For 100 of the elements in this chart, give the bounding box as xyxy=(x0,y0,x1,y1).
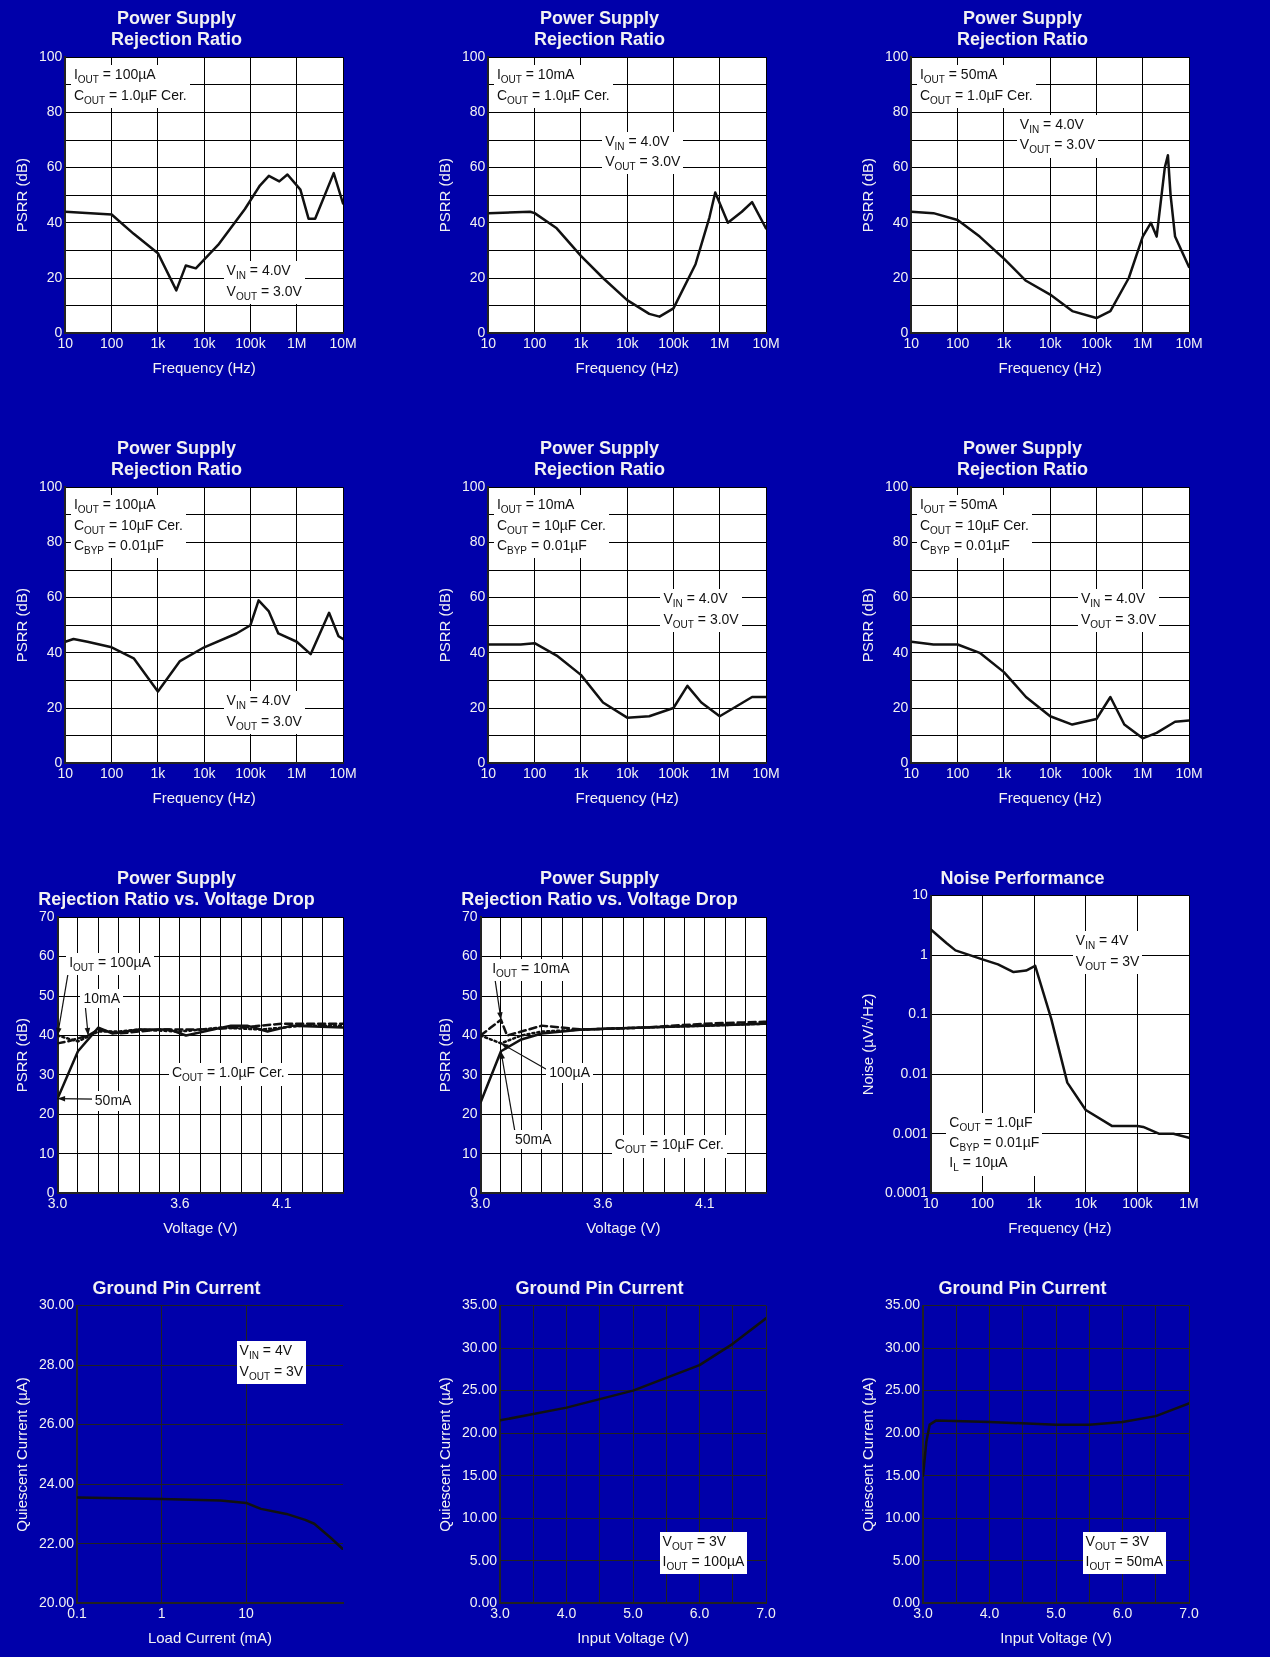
x-tick-label: 4.1 xyxy=(272,1195,292,1212)
x-tick-label: 3.6 xyxy=(170,1195,190,1212)
x-tick-label: 4.0 xyxy=(979,1605,1000,1622)
y-tick-label: 40 xyxy=(469,213,486,230)
y-tick-label: 15.00 xyxy=(461,1466,498,1483)
y-tick-label: 25.00 xyxy=(884,1381,921,1398)
y-axis-title: Noise (µV/√Hz) xyxy=(859,993,877,1096)
y-tick-label: 10.00 xyxy=(461,1509,498,1526)
y-tick-label: 100 xyxy=(462,478,486,495)
x-tick-label: 10k xyxy=(1038,335,1063,352)
x-axis-title: Frequency (Hz) xyxy=(575,789,679,807)
chart-title: Noise Performance xyxy=(940,867,1105,888)
y-axis-title: Quiescent Current (µA) xyxy=(436,1377,454,1532)
chart-title: Power Supply Rejection Ratio xyxy=(956,7,1089,50)
text: I$_{OUT}$ = 100µA xyxy=(66,953,154,976)
y-axis-title: PSRR (dB) xyxy=(859,588,877,663)
x-tick-label: 100k xyxy=(235,765,267,782)
text: I$_{OUT}$ = 100µA C$_{OUT}$ = 1.0µF Cer. xyxy=(73,66,187,106)
x-tick-label: 7.0 xyxy=(1179,1605,1199,1622)
x-tick-label: 4.1 xyxy=(695,1195,715,1212)
y-tick-label: 60 xyxy=(46,588,63,605)
annotation: V$_{IN}$ = 4.0V V$_{OUT}$ = 3.0V xyxy=(1016,115,1099,158)
y-tick-label: 25.00 xyxy=(461,1381,498,1398)
x-tick-label: 7.0 xyxy=(756,1605,776,1622)
y-axis-title: Quiescent Current (µA) xyxy=(13,1377,31,1532)
y-tick-label: 60 xyxy=(892,158,909,175)
x-tick-label: 10M xyxy=(1175,765,1203,782)
x-tick-label: 1M xyxy=(1133,765,1153,782)
y-tick-label: 40 xyxy=(38,1026,55,1043)
x-tick-label: 1k xyxy=(150,335,167,352)
x-tick-label: 1M xyxy=(710,765,730,782)
x-axis-title: Load Current (mA) xyxy=(147,1629,273,1647)
y-tick-label: 20.00 xyxy=(461,1424,498,1440)
x-tick-label: 100 xyxy=(945,335,970,352)
y-tick-label: 5.00 xyxy=(892,1551,921,1568)
x-tick-label: 10k xyxy=(192,765,217,782)
x-tick-label: 10M xyxy=(752,765,780,782)
x-tick-label: 1M xyxy=(287,765,307,782)
x-tick-label: 10M xyxy=(329,335,357,352)
y-tick-label: 80 xyxy=(46,103,63,120)
x-tick-label: 6.0 xyxy=(1112,1605,1133,1622)
x-tick-label: 100k xyxy=(658,335,690,352)
text: I$_{OUT}$ = 10mA C$_{OUT}$ = 10µF Cer. C$_{BYP}$ = 0.01µF xyxy=(496,496,606,556)
y-tick-label: 60 xyxy=(46,158,63,175)
y-axis-title: PSRR (dB) xyxy=(436,1018,454,1093)
y-tick-label: 60 xyxy=(469,588,486,605)
y-tick-label: 80 xyxy=(46,533,63,550)
annotation: V$_{IN}$ = 4.0V V$_{OUT}$ = 3.0V xyxy=(1077,589,1160,632)
x-tick-label: 1M xyxy=(710,335,730,352)
y-tick-label: 20 xyxy=(892,698,909,715)
x-tick-label: 1k xyxy=(573,335,590,352)
y-tick-label: 30.00 xyxy=(461,1338,498,1355)
x-tick-label: 10k xyxy=(192,335,217,352)
x-tick-label: 100k xyxy=(658,765,690,782)
chart-title: Power Supply Rejection Ratio vs. Voltage Drop xyxy=(461,867,738,910)
y-tick-label: 100 xyxy=(885,478,909,495)
annotation: C$_{OUT}$ = 1.0µF Cer. xyxy=(168,1063,288,1086)
text: I$_{OUT}$ = 50mA C$_{OUT}$ = 10µF Cer. C$_{BYP}$ = 0.01µF xyxy=(919,496,1029,556)
x-axis-title: Input Voltage (V) xyxy=(1000,1629,1112,1647)
chart-title: Power Supply Rejection Ratio xyxy=(956,437,1089,480)
x-tick-label: 1k xyxy=(573,765,590,782)
y-tick-label: 40 xyxy=(46,643,63,660)
y-tick-label: 35.00 xyxy=(884,1296,921,1313)
y-tick-label: 80 xyxy=(892,103,909,120)
y-tick-label: 28.00 xyxy=(38,1355,75,1372)
annotation: V$_{IN}$ = 4V V$_{OUT}$ = 3V xyxy=(1072,931,1143,974)
x-tick-label: 10k xyxy=(1038,765,1063,782)
chart-title: Power Supply Rejection Ratio xyxy=(110,437,243,480)
y-tick-label: 40 xyxy=(461,1026,478,1043)
text: V$_{OUT}$ = 3V I$_{OUT}$ = 50mA xyxy=(1085,1532,1164,1572)
y-tick-label: 20 xyxy=(469,268,486,285)
y-tick-label: 20 xyxy=(461,1105,478,1122)
x-axis-title: Frequency (Hz) xyxy=(575,359,679,377)
y-axis-title: PSRR (dB) xyxy=(13,158,31,233)
y-axis-title: PSRR (dB) xyxy=(859,158,877,233)
y-tick-label: 40 xyxy=(46,213,63,230)
x-axis-title: Frequency (Hz) xyxy=(998,789,1102,807)
annotation: C$_{OUT}$ = 10µF Cer. xyxy=(611,1135,727,1158)
x-tick-label: 6.0 xyxy=(689,1605,710,1622)
y-tick-label: 60 xyxy=(892,588,909,605)
y-axis-title: PSRR (dB) xyxy=(13,588,31,663)
y-tick-label: 10 xyxy=(461,1144,478,1161)
x-tick-label: 100 xyxy=(522,765,547,782)
y-axis-title: PSRR (dB) xyxy=(436,158,454,233)
x-tick-label: 1M xyxy=(1179,1195,1199,1212)
y-tick-label: 15.00 xyxy=(884,1466,921,1483)
y-tick-label: 5.00 xyxy=(469,1551,498,1568)
y-tick-label: 20 xyxy=(892,268,909,285)
x-axis-title: Voltage (V) xyxy=(163,1219,238,1237)
y-axis-title: PSRR (dB) xyxy=(13,1018,31,1093)
chart-title: Power Supply Rejection Ratio xyxy=(110,7,243,50)
y-tick-label: 60 xyxy=(38,947,55,964)
x-tick-label: 100 xyxy=(970,1195,995,1212)
x-tick-label: 1k xyxy=(996,335,1013,352)
text: 50mA xyxy=(511,1129,555,1150)
x-tick-label: 1M xyxy=(287,335,307,352)
annotation: V$_{IN}$ = 4.0V V$_{OUT}$ = 3.0V xyxy=(223,261,305,305)
text: I$_{OUT}$ = 50mA C$_{OUT}$ = 1.0µF Cer. xyxy=(919,66,1033,106)
x-tick-label: 1k xyxy=(150,765,167,782)
y-tick-label: 30.00 xyxy=(884,1338,921,1355)
